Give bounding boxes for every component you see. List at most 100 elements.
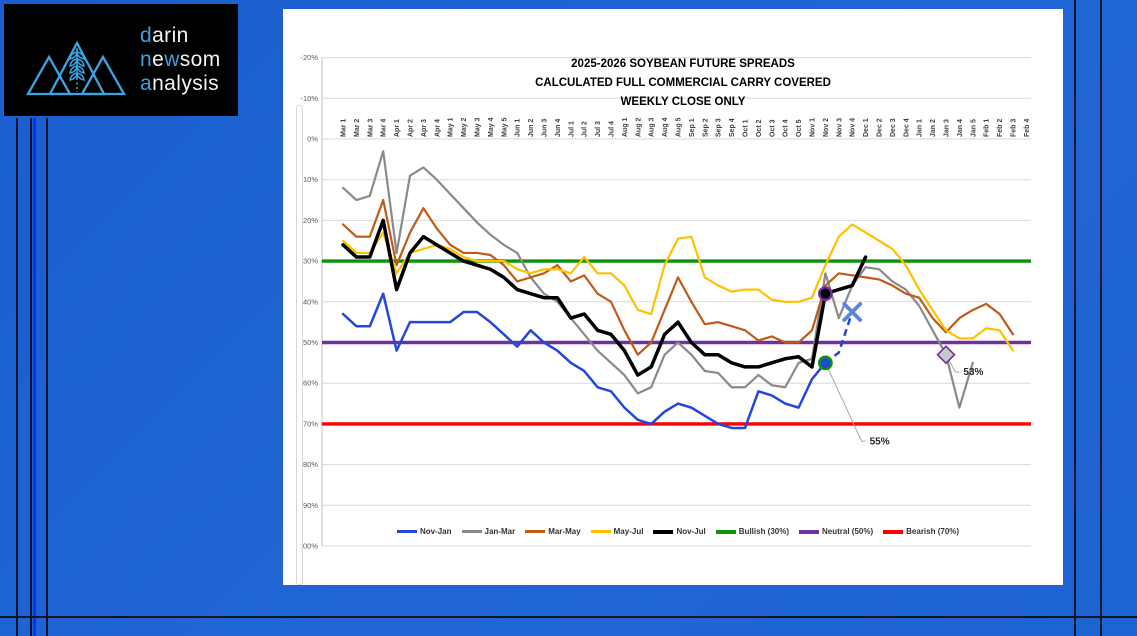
x-axis-tick-label: Aug 3 (649, 117, 656, 137)
marker-dot (818, 355, 833, 371)
legend-swatch (883, 529, 904, 534)
x-axis-tick-label: Feb 3 (1011, 119, 1018, 137)
x-axis-tick-label: Jul 4 (609, 121, 616, 137)
x-axis-tick-label: Mar 4 (381, 119, 388, 137)
x-axis-tick-label: May 3 (475, 117, 482, 137)
legend-swatch (715, 529, 736, 534)
x-axis-tick-label: Mar 2 (354, 119, 361, 137)
legend-label: Neutral (50%) (822, 527, 874, 536)
x-axis-tick-label: May 5 (501, 117, 508, 137)
series-line-nov-jul (341, 218, 868, 377)
x-axis-tick-label: Apr 1 (394, 119, 401, 137)
soybean-spread-chart: -20% -10% 0% 10% 20% 30% 40% 50% 60% 70% 80% 90% 100… (299, 53, 1031, 551)
x-axis-tick-label: Oct 2 (756, 119, 763, 137)
x-axis-tick-label: Feb 1 (984, 119, 991, 137)
chart-title-line: CALCULATED FULL COMMERCIAL CARRY COVERED (535, 77, 831, 89)
y-axis-tick-label: 20% (303, 216, 318, 225)
y-axis-tick-label: 70% (303, 419, 318, 428)
legend-swatch (525, 530, 546, 533)
x-axis-tick-label: Aug 1 (622, 117, 629, 137)
series-line-nov-jan (341, 292, 827, 430)
x-axis-tick-label: Jul 1 (568, 121, 575, 137)
x-axis-tick-label: Apr 3 (421, 119, 428, 137)
x-axis-tick-label: Apr 4 (434, 119, 441, 137)
annotation-label: 53% (963, 367, 983, 378)
marker-diamond (936, 345, 956, 365)
legend-label: Nov-Jan (419, 527, 452, 536)
legend-label: Mar-May (548, 527, 581, 536)
legend-swatch (396, 530, 417, 533)
x-axis-tick-label: Nov 4 (850, 118, 857, 137)
x-axis-tick-label: Mar 1 (341, 119, 348, 137)
x-axis-tick-label: Dec 2 (877, 118, 884, 137)
legend-label: May-Jul (613, 527, 644, 536)
x-axis-tick-label: Sep 2 (702, 118, 709, 137)
x-axis-tick-label: Nov 3 (836, 118, 843, 137)
annotation-leader (824, 362, 866, 442)
x-axis-tick-label: Jul 3 (595, 121, 602, 137)
x-axis-tick-label: Jun 4 (555, 119, 562, 137)
x-axis-tick-label: Mar 3 (367, 119, 374, 137)
y-axis-tick-label: -20% (300, 53, 318, 62)
legend-item-mar-may: Mar-May (525, 527, 581, 536)
x-axis-tick-label: Oct 5 (796, 119, 803, 137)
legend-label: Bearish (70%) (906, 527, 960, 536)
scrollbar-track[interactable] (296, 105, 303, 585)
x-axis-tick-label: Dec 3 (890, 118, 897, 137)
mountains-wheat-icon (26, 40, 126, 96)
annotation-label: 55% (870, 436, 890, 447)
marker-x-icon (842, 302, 863, 322)
x-axis-tick-label: May 2 (461, 117, 468, 137)
legend-swatch (653, 529, 674, 534)
y-axis-tick-label: 10% (303, 175, 318, 184)
legend-label: Nov-Jul (676, 527, 706, 536)
y-axis-tick-label: 90% (303, 501, 318, 510)
right-rule-2 (1100, 0, 1102, 636)
x-axis-tick-label: Sep 3 (716, 118, 723, 137)
chart-title-line: 2025-2026 SOYBEAN FUTURE SPREADS (571, 58, 795, 70)
x-axis-tick-label: Feb 2 (997, 119, 1004, 137)
y-axis-tick-label: -10% (300, 94, 318, 103)
y-axis-tick-label: 40% (303, 297, 318, 306)
bottom-rule (0, 616, 1137, 618)
chart-panel: -20% -10% 0% 10% 20% 30% 40% 50% 60% 70% 80% 90% 100… (283, 9, 1063, 585)
legend-item-jan-mar: Jan-Mar (461, 527, 516, 536)
series-line-may-jul (341, 223, 1015, 352)
y-axis-tick-label: 80% (303, 460, 318, 469)
legend-item-neutral-50-: Neutral (50%) (799, 527, 873, 536)
x-axis-tick-label: Jun 1 (515, 119, 522, 137)
left-rule-2 (30, 118, 32, 636)
y-axis-tick-label: 30% (303, 257, 318, 266)
x-axis-tick-label: Oct 3 (769, 119, 776, 137)
projection-dashed-line (824, 311, 854, 364)
x-axis-tick-label: Dec 4 (903, 118, 910, 137)
x-axis-tick-label: Jun 2 (528, 119, 535, 137)
marker-dot (818, 286, 833, 302)
logo-wordmark: darin newsom analysis (140, 24, 221, 95)
x-axis-tick-label: Jan 4 (957, 119, 964, 137)
legend-item-nov-jan: Nov-Jan (396, 527, 452, 536)
left-rule-3 (46, 118, 48, 636)
legend-label: Jan-Mar (484, 527, 516, 536)
legend-item-may-jul: May-Jul (590, 527, 644, 536)
legend-swatch (461, 530, 482, 533)
y-axis-tick-label: 60% (303, 379, 318, 388)
legend-item-bearish-70-: Bearish (70%) (883, 527, 959, 536)
x-axis-tick-label: Jan 3 (944, 119, 951, 137)
legend-swatch (590, 530, 611, 533)
chart-legend: Nov-Jan Jan-Mar Mar-May May-Jul Nov-Jul Bulli… (323, 527, 1033, 536)
x-axis-tick-label: Jun 3 (542, 119, 549, 137)
logo: darin newsom analysis (4, 4, 238, 116)
left-rule-1 (16, 118, 18, 636)
x-axis-tick-label: Oct 4 (783, 119, 790, 137)
x-axis-tick-label: Feb 4 (1024, 119, 1031, 137)
x-axis-tick-label: Oct 1 (743, 119, 750, 137)
y-axis-tick-label: 0% (307, 135, 318, 144)
legend-item-bullish-30-: Bullish (30%) (715, 527, 789, 536)
x-axis-tick-label: Apr 2 (408, 119, 415, 137)
left-rule-accent (33, 118, 36, 636)
y-axis-tick-label: 50% (303, 338, 318, 347)
x-axis-tick-label: May 1 (448, 117, 455, 137)
x-axis-tick-label: Sep 1 (689, 118, 696, 137)
x-axis-tick-label: Nov 1 (810, 118, 817, 137)
